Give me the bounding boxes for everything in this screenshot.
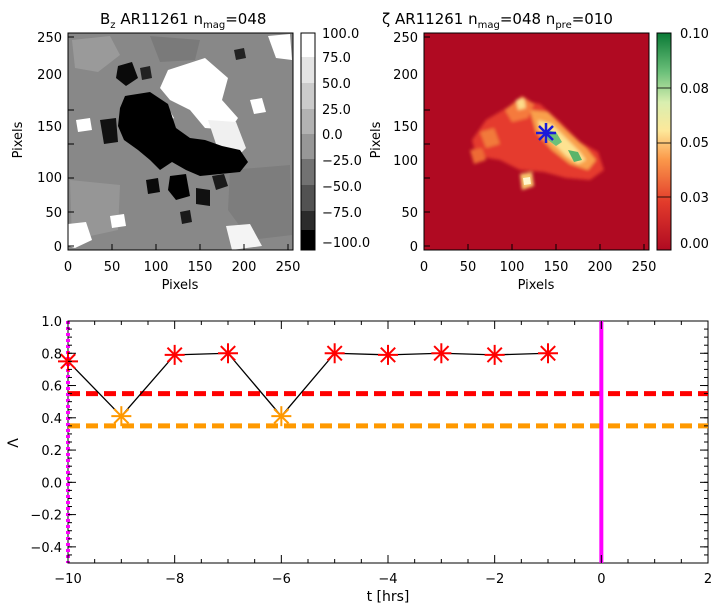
- bz-cbar-tick: 25.0: [322, 103, 351, 118]
- data-point-stroke: [380, 346, 396, 363]
- zeta-y-label: Pixels: [369, 121, 384, 158]
- bz-cbar-tick: 50.0: [322, 77, 351, 92]
- y-tick-label: −0.2: [30, 509, 62, 524]
- bz-y-tick: 250: [37, 31, 62, 46]
- zeta-y-tick: 250: [393, 31, 418, 46]
- data-point: [378, 344, 398, 365]
- bz-y-tick: 50: [45, 206, 62, 221]
- data-point-stroke: [220, 345, 236, 362]
- bz-y-label: Pixels: [11, 121, 26, 158]
- data-point: [484, 344, 505, 365]
- bz-x-axis: 0 50 100 150 200 250 Pixels: [64, 244, 301, 293]
- data-point: [218, 343, 238, 364]
- bz-y-tick: 100: [37, 171, 62, 186]
- data-point: [164, 344, 185, 365]
- zeta-y-tick: 0: [410, 240, 418, 255]
- lambda-panel: −10 −8 −6 −4 −2 0 2−0.4−0.20.00.20.40.60.81.0 …: [6, 315, 712, 605]
- lambda-y-label: Λ: [6, 438, 22, 448]
- bz-image: [68, 33, 293, 250]
- y-tick-label: 0.8: [41, 347, 62, 362]
- y-tick-label: 1.0: [41, 315, 62, 330]
- bz-panel: Bz AR11261 nmag=048: [11, 10, 370, 293]
- lambda-x-label: t [hrs]: [367, 589, 410, 605]
- zeta-x-tick: 100: [500, 260, 525, 275]
- data-point-stroke: [326, 345, 343, 362]
- y-tick-label: 0.0: [41, 476, 62, 491]
- zeta-cbar-tick: 0.00: [680, 237, 709, 252]
- bz-x-tick: 50: [104, 260, 121, 275]
- zeta-title: ζ AR11261 nmag=048 npre=010: [382, 10, 613, 31]
- x-tick-label: −8: [165, 572, 184, 587]
- x-tick-label: 0: [597, 572, 605, 587]
- zeta-image: [424, 33, 649, 250]
- zeta-x-tick: 0: [420, 260, 428, 275]
- y-tick-label: 0.6: [41, 380, 62, 395]
- zeta-x-tick: 250: [632, 260, 657, 275]
- zeta-y-axis: 0 50 100 150 200 250 Pixels: [369, 31, 430, 255]
- y-tick-label: 0.4: [41, 412, 62, 427]
- data-point: [538, 343, 558, 364]
- data-point-stroke: [486, 346, 503, 363]
- zeta-y-tick: 100: [393, 154, 418, 169]
- x-tick-label: −6: [272, 572, 291, 587]
- bz-y-tick: 0: [54, 240, 62, 255]
- zeta-x-label: Pixels: [518, 278, 555, 293]
- zeta-cbar-tick: 0.10: [680, 27, 709, 42]
- bz-x-tick: 100: [144, 260, 169, 275]
- data-point-stroke: [540, 345, 556, 362]
- bz-colorbar: 100.0 75.0 50.0 25.0 0.0 −25.0 −50.0 −75…: [300, 27, 370, 251]
- zeta-y-tick: 150: [393, 120, 418, 135]
- data-point: [271, 406, 292, 427]
- lambda-axes: −10 −8 −6 −4 −2 0 2 −0.4 −0.2 0.0 0.2 0.4 0.6 0.8 1.0: [30, 315, 712, 587]
- data-point: [431, 343, 452, 364]
- bz-cbar-tick: 100.0: [322, 27, 359, 42]
- zeta-x-axis: 0 50 100 150 200 250 Pixels: [420, 244, 657, 293]
- zeta-panel: ζ AR11261 nmag=048 npre=010: [369, 10, 709, 293]
- data-point-stroke: [273, 408, 290, 425]
- zeta-cbar-tick: 0.03: [680, 191, 709, 206]
- x-tick-label: −10: [54, 572, 81, 587]
- x-tick-label: −4: [378, 572, 397, 587]
- zeta-marker: [536, 123, 556, 143]
- x-tick-label: −2: [485, 572, 504, 587]
- bz-y-tick: 200: [37, 68, 62, 83]
- zeta-y-tick: 200: [393, 68, 418, 83]
- series-line: [67, 352, 549, 418]
- y-tick-label: −0.4: [30, 541, 62, 556]
- bz-x-tick: 200: [232, 260, 257, 275]
- bz-x-tick: 250: [276, 260, 301, 275]
- data-point-stroke: [113, 408, 130, 425]
- data-point-stroke: [166, 346, 183, 363]
- zeta-cbar-tick: 0.08: [680, 82, 709, 97]
- zeta-x-tick: 200: [588, 260, 613, 275]
- bz-y-tick: 150: [37, 120, 62, 135]
- lambda-series: [58, 343, 558, 427]
- data-point: [111, 406, 132, 427]
- bz-cbar-tick: −100.0: [322, 236, 370, 251]
- bz-x-tick: 150: [188, 260, 213, 275]
- bz-title: Bz AR11261 nmag=048: [100, 10, 266, 31]
- bz-x-label: Pixels: [162, 278, 199, 293]
- zeta-x-tick: 50: [460, 260, 477, 275]
- data-point-stroke: [433, 345, 450, 362]
- bz-cbar-tick: 75.0: [322, 51, 351, 66]
- zeta-x-tick: 150: [544, 260, 569, 275]
- bz-x-tick: 0: [64, 260, 72, 275]
- bz-cbar-tick: −50.0: [322, 180, 362, 195]
- x-tick-label: 2: [704, 572, 712, 587]
- zeta-colorbar: 0.10 0.08 0.05 0.03 0.00: [656, 27, 709, 252]
- bz-cbar-tick: 0.0: [322, 128, 343, 143]
- y-tick-label: 0.2: [41, 444, 62, 459]
- bz-y-axis: 0 50 100 150 200 250 Pixels: [11, 31, 74, 255]
- data-point: [324, 343, 345, 364]
- zeta-cbar-tick: 0.05: [680, 136, 709, 151]
- bz-cbar-tick: −75.0: [322, 206, 362, 221]
- zeta-y-tick: 50: [401, 206, 418, 221]
- bz-cbar-tick: −25.0: [322, 154, 362, 169]
